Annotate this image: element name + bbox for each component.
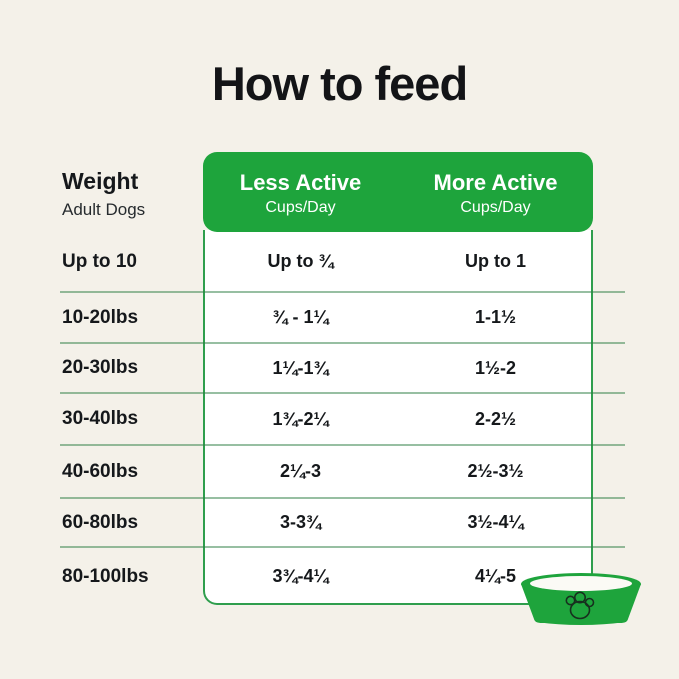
less-active-cell: 1¾-2¼ <box>272 408 329 429</box>
less-active-units: Cups/Day <box>265 198 336 216</box>
less-active-column-header: Less Active Cups/Day <box>203 152 398 232</box>
less-active-cell: 3¾-4¼ <box>272 566 329 586</box>
more-active-cell: 4¼-5 <box>474 566 517 586</box>
table-row: 80-100lbs 3¾-4¼ 4¼-5 <box>0 548 679 605</box>
activity-columns-header: Less Active Cups/Day More Active Cups/Da… <box>203 152 593 232</box>
row-divider <box>60 392 625 394</box>
more-active-cell: 1-1½ <box>474 307 517 327</box>
more-active-label: More Active <box>433 169 558 195</box>
more-active-cell: 1½-2 <box>474 357 517 378</box>
table-row: 30-40lbs 1¾-2¼ 2-2½ <box>0 394 679 444</box>
weight-column-title: Weight <box>62 168 139 194</box>
page-title: How to feed <box>211 57 468 110</box>
weight-cell: 40-60lbs <box>62 460 139 482</box>
weight-cell: 20-30lbs <box>62 357 139 378</box>
less-active-cell: 2¼-3 <box>279 461 322 481</box>
weight-column-header: Weight Adult Dogs <box>62 168 202 220</box>
more-active-cell: 3½-4¼ <box>467 512 524 532</box>
row-divider <box>60 342 625 344</box>
dog-bowl-icon <box>514 569 648 633</box>
weight-cell: Up to 10 <box>62 250 137 272</box>
paw-print-icon <box>565 591 595 620</box>
table-row: 20-30lbs 1¼-1¾ 1½-2 <box>0 344 679 392</box>
less-active-cell: 1¼-1¾ <box>272 357 329 378</box>
more-active-cell: 2-2½ <box>474 408 517 429</box>
weight-cell: 10-20lbs <box>62 306 139 328</box>
less-active-cell: ¾ - 1¼ <box>272 307 329 327</box>
more-active-units: Cups/Day <box>460 198 531 216</box>
more-active-column-header: More Active Cups/Day <box>398 152 593 232</box>
less-active-cell: Up to ¾ <box>267 251 334 271</box>
row-divider <box>60 444 625 446</box>
table-row: 40-60lbs 2¼-3 2½-3½ <box>0 446 679 497</box>
row-divider <box>60 546 625 548</box>
row-divider <box>60 497 625 499</box>
weight-cell: 30-40lbs <box>62 408 139 429</box>
more-active-cell: 2½-3½ <box>467 461 524 481</box>
table-row: 60-80lbs 3-3¾ 3½-4¼ <box>0 499 679 546</box>
less-active-label: Less Active <box>239 169 362 195</box>
row-divider <box>60 291 625 293</box>
less-active-cell: 3-3¾ <box>279 512 322 532</box>
weight-column-subtitle: Adult Dogs <box>62 200 146 219</box>
table-row: Up to 10 Up to ¾ Up to 1 <box>0 232 679 291</box>
table-row: 10-20lbs ¾ - 1¼ 1-1½ <box>0 293 679 342</box>
weight-cell: 80-100lbs <box>62 565 149 587</box>
weight-cell: 60-80lbs <box>62 511 139 533</box>
more-active-cell: Up to 1 <box>465 251 526 271</box>
